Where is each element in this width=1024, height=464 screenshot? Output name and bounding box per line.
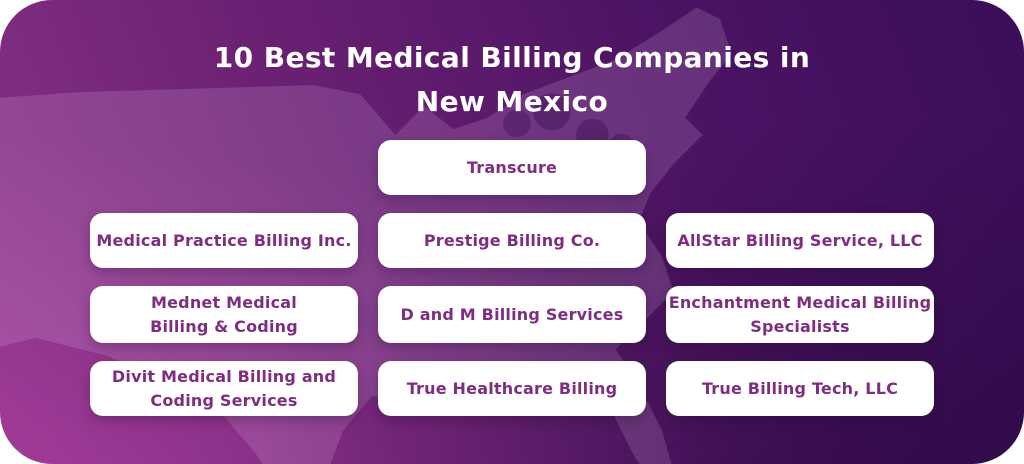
company-card-mednet-medical: Mednet Medical Billing & Coding xyxy=(90,286,358,343)
company-name: AllStar Billing Service, LLC xyxy=(677,230,923,250)
company-name: Mednet Medical Billing & Coding xyxy=(150,293,298,336)
company-grid: Transcure Medical Practice Billing Inc. … xyxy=(90,140,934,416)
company-card-allstar-billing: AllStar Billing Service, LLC xyxy=(666,213,934,268)
company-name: Divit Medical Billing and Coding Service… xyxy=(111,367,337,410)
company-card-d-and-m-billing: D and M Billing Services xyxy=(378,286,646,343)
company-name: True Billing Tech, LLC xyxy=(701,378,899,398)
company-card-transcure: Transcure xyxy=(378,140,646,195)
company-name: Prestige Billing Co. xyxy=(423,230,601,250)
company-card-prestige-billing: Prestige Billing Co. xyxy=(378,213,646,268)
company-name: D and M Billing Services xyxy=(400,304,624,324)
company-card-divit-medical: Divit Medical Billing and Coding Service… xyxy=(90,361,358,416)
page-title-line-2: New Mexico xyxy=(415,85,609,118)
company-name: Enchantment Medical Billing Specialists xyxy=(668,293,932,336)
company-card-medical-practice-billing: Medical Practice Billing Inc. xyxy=(90,213,358,268)
company-card-true-billing-tech: True Billing Tech, LLC xyxy=(666,361,934,416)
company-name: True Healthcare Billing xyxy=(406,378,618,398)
company-name: Medical Practice Billing Inc. xyxy=(96,230,352,250)
company-card-true-healthcare: True Healthcare Billing xyxy=(378,361,646,416)
page-title-line-1: 10 Best Medical Billing Companies in xyxy=(213,41,811,74)
company-card-enchantment-medical: Enchantment Medical Billing Specialists xyxy=(666,286,934,343)
page-title: 10 Best Medical Billing Companies in New… xyxy=(0,36,1024,124)
company-name: Transcure xyxy=(466,157,558,177)
